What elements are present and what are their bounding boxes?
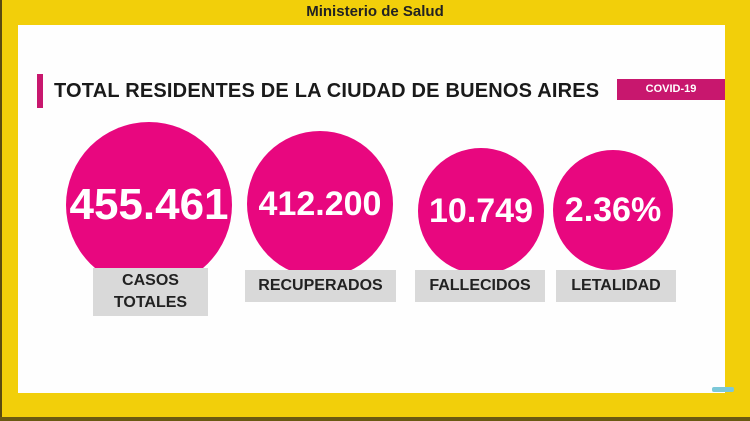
stat-circle-casos: 455.461 — [66, 122, 232, 288]
stat-label-casos: CASOS TOTALES — [93, 268, 208, 316]
page-title: TOTAL RESIDENTES DE LA CIUDAD DE BUENOS … — [54, 80, 600, 102]
title-accent-bar — [37, 74, 43, 108]
frame-edge — [0, 0, 2, 421]
header-title: Ministerio de Salud — [306, 3, 444, 20]
stat-circle-fallecidos: 10.749 — [418, 148, 544, 274]
stat-label-letalidad: LETALIDAD — [556, 270, 676, 302]
covid-badge: COVID-19 — [617, 79, 725, 100]
stat-label-recuperados: RECUPERADOS — [245, 270, 396, 302]
stat-circle-recuperados: 412.200 — [247, 131, 393, 277]
stat-label-fallecidos: FALLECIDOS — [415, 270, 545, 302]
frame-bottom — [0, 417, 750, 421]
stat-circle-letalidad: 2.36% — [553, 150, 673, 270]
channel-logo-icon — [712, 387, 734, 392]
